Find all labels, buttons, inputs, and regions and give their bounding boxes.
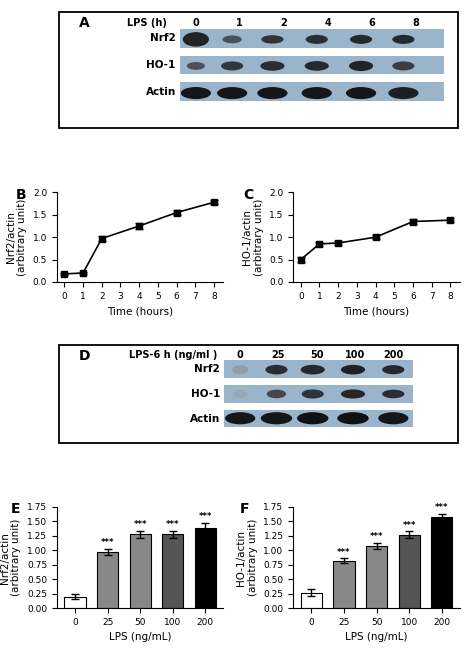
X-axis label: LPS (ng/mL): LPS (ng/mL) — [345, 632, 408, 642]
Ellipse shape — [183, 32, 209, 46]
Y-axis label: HO-1/actin
(arbitrary unit): HO-1/actin (arbitrary unit) — [242, 199, 264, 276]
Text: E: E — [10, 502, 20, 516]
Ellipse shape — [221, 61, 243, 71]
Ellipse shape — [341, 389, 365, 398]
Text: ***: *** — [199, 512, 212, 521]
Text: LPS (h): LPS (h) — [128, 18, 167, 28]
X-axis label: LPS (ng/mL): LPS (ng/mL) — [109, 632, 172, 642]
Ellipse shape — [305, 61, 329, 71]
Ellipse shape — [217, 87, 247, 99]
Bar — [180, 82, 444, 101]
Text: ***: *** — [337, 548, 351, 557]
Ellipse shape — [267, 390, 286, 398]
Text: 25: 25 — [272, 351, 285, 360]
Text: Actin: Actin — [146, 86, 176, 97]
X-axis label: Time (hours): Time (hours) — [344, 306, 410, 317]
Bar — [224, 409, 413, 427]
Text: 1: 1 — [237, 18, 243, 28]
Text: Nrf2: Nrf2 — [194, 364, 220, 374]
Ellipse shape — [341, 365, 365, 375]
Ellipse shape — [350, 35, 372, 44]
Ellipse shape — [257, 87, 288, 99]
Ellipse shape — [349, 61, 373, 71]
Text: 0: 0 — [192, 18, 199, 28]
Bar — [399, 535, 419, 608]
Bar — [180, 29, 444, 48]
Text: HO-1: HO-1 — [146, 60, 176, 70]
Text: D: D — [79, 349, 91, 363]
Text: HO-1: HO-1 — [191, 388, 220, 399]
Text: A: A — [79, 16, 90, 30]
Ellipse shape — [225, 412, 255, 424]
Bar — [333, 560, 355, 608]
Ellipse shape — [301, 365, 325, 375]
Bar — [301, 593, 322, 608]
Text: 0: 0 — [237, 351, 244, 360]
Bar — [162, 534, 183, 608]
Text: 4: 4 — [324, 18, 331, 28]
Text: ***: *** — [166, 520, 180, 529]
Bar — [224, 360, 413, 378]
Text: Actin: Actin — [190, 413, 220, 424]
FancyBboxPatch shape — [59, 12, 458, 128]
Text: 2: 2 — [280, 18, 287, 28]
Ellipse shape — [232, 365, 248, 374]
Bar — [129, 534, 151, 608]
Ellipse shape — [297, 412, 328, 424]
Text: 100: 100 — [345, 351, 365, 360]
Text: 50: 50 — [310, 351, 323, 360]
Ellipse shape — [222, 35, 242, 43]
Text: F: F — [240, 502, 249, 516]
Ellipse shape — [233, 390, 247, 398]
Text: ***: *** — [435, 503, 448, 512]
Ellipse shape — [181, 87, 211, 99]
Text: 200: 200 — [383, 351, 403, 360]
X-axis label: Time (hours): Time (hours) — [107, 306, 173, 317]
Ellipse shape — [382, 390, 404, 398]
Bar — [97, 552, 118, 608]
Ellipse shape — [301, 389, 324, 398]
Bar — [431, 517, 452, 608]
Ellipse shape — [337, 412, 369, 424]
Text: Nrf2: Nrf2 — [150, 33, 176, 43]
FancyBboxPatch shape — [59, 345, 458, 443]
Y-axis label: Nrf2/actin
(arbitrary unit): Nrf2/actin (arbitrary unit) — [0, 519, 21, 596]
Bar — [366, 545, 387, 608]
Bar — [180, 56, 444, 75]
Ellipse shape — [382, 365, 404, 374]
Text: ***: *** — [101, 538, 114, 547]
Text: ***: *** — [370, 532, 383, 541]
Text: 8: 8 — [412, 18, 419, 28]
Ellipse shape — [261, 35, 283, 44]
Ellipse shape — [260, 61, 284, 71]
Ellipse shape — [392, 35, 414, 44]
Bar — [195, 528, 216, 608]
Ellipse shape — [261, 412, 292, 424]
Bar — [224, 385, 413, 403]
Ellipse shape — [346, 87, 376, 99]
Ellipse shape — [378, 412, 409, 424]
Ellipse shape — [392, 61, 414, 71]
Ellipse shape — [388, 87, 419, 99]
Text: B: B — [15, 188, 26, 202]
Y-axis label: Nrf2/actin
(arbitrary unit): Nrf2/actin (arbitrary unit) — [6, 199, 27, 276]
Text: C: C — [243, 188, 254, 202]
Y-axis label: HO-1/actin
(arbitrary unit): HO-1/actin (arbitrary unit) — [237, 519, 258, 596]
Ellipse shape — [187, 62, 205, 70]
Text: ***: *** — [402, 521, 416, 530]
Bar — [64, 596, 86, 608]
Ellipse shape — [265, 365, 288, 375]
Text: LPS-6 h (ng/ml ): LPS-6 h (ng/ml ) — [129, 351, 218, 360]
Ellipse shape — [306, 35, 328, 44]
Text: 6: 6 — [368, 18, 375, 28]
Ellipse shape — [301, 87, 332, 99]
Text: ***: *** — [133, 520, 147, 529]
